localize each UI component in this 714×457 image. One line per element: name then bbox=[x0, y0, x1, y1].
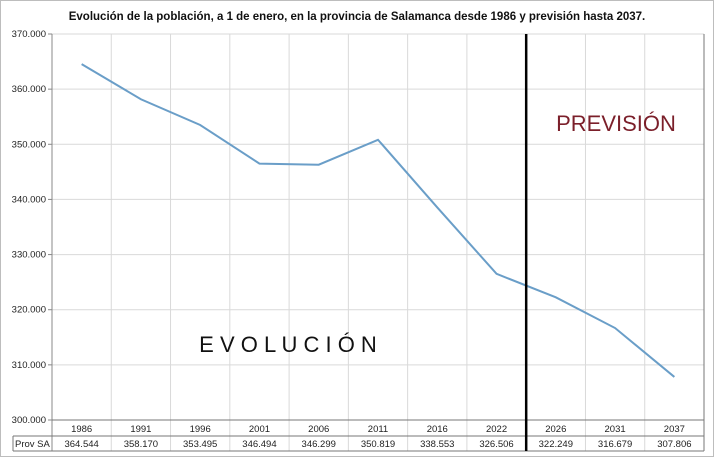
y-tick-label: 300.000 bbox=[12, 415, 46, 426]
table-value: 353.495 bbox=[183, 439, 217, 450]
x-tick-label: 1991 bbox=[130, 424, 151, 435]
table-value: 326.506 bbox=[479, 439, 513, 450]
x-tick-label: 1996 bbox=[190, 424, 211, 435]
y-tick-label: 320.000 bbox=[12, 305, 46, 316]
table-value: 346.299 bbox=[302, 439, 336, 450]
x-tick-label: 2026 bbox=[545, 424, 566, 435]
x-tick-label: 2011 bbox=[368, 424, 388, 435]
x-tick-label: 2031 bbox=[605, 424, 626, 435]
y-tick-label: 330.000 bbox=[12, 250, 46, 261]
x-tick-label: 1986 bbox=[71, 424, 92, 435]
table-value: 307.806 bbox=[657, 439, 691, 450]
y-tick-label: 350.000 bbox=[12, 139, 46, 150]
x-tick-label: 2001 bbox=[249, 424, 270, 435]
x-tick-label: 2006 bbox=[308, 424, 329, 435]
table-value: 350.819 bbox=[361, 439, 395, 450]
table-value: 346.494 bbox=[242, 439, 276, 450]
chart-title: Evolución de la población, a 1 de enero,… bbox=[69, 11, 646, 23]
table-value: 358.170 bbox=[124, 439, 158, 450]
annotation-prevision: PREVISIÓN bbox=[556, 111, 676, 136]
y-tick-label: 310.000 bbox=[12, 360, 46, 371]
table-value: 338.553 bbox=[420, 439, 454, 450]
table-value: 364.544 bbox=[64, 439, 98, 450]
annotation-evolucion: E V O L U C I Ó N bbox=[199, 332, 377, 357]
x-tick-label: 2022 bbox=[486, 424, 507, 435]
x-tick-label: 2037 bbox=[664, 424, 685, 435]
table-value: 316.679 bbox=[598, 439, 632, 450]
x-tick-label: 2016 bbox=[427, 424, 448, 435]
y-tick-label: 370.000 bbox=[12, 29, 46, 40]
table-row-header: Prov SA bbox=[15, 439, 51, 450]
y-tick-label: 360.000 bbox=[12, 84, 46, 95]
y-tick-label: 340.000 bbox=[12, 194, 46, 205]
table-value: 322.249 bbox=[539, 439, 573, 450]
